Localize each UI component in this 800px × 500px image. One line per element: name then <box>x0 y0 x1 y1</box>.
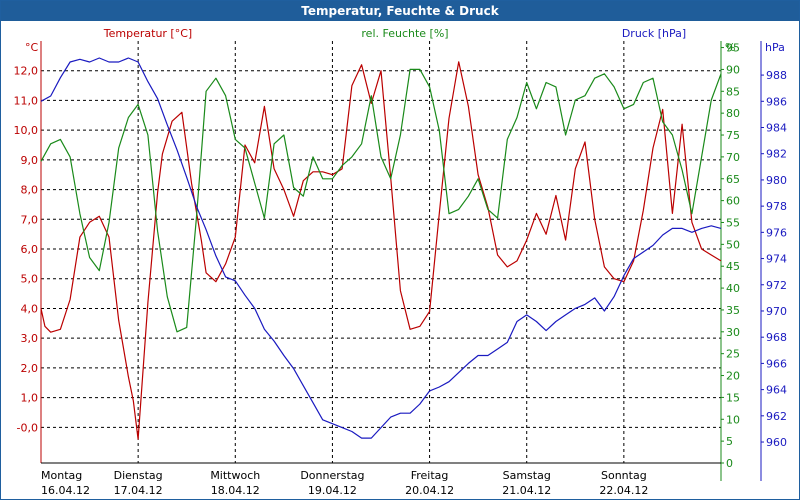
humidity-tick-label: 85 <box>726 85 740 98</box>
x-tick-date-label: 20.04.12 <box>405 484 454 497</box>
temperature-tick-label: 1,0 <box>21 392 39 405</box>
pressure-tick-label: 978 <box>766 200 787 213</box>
pressure-tick-label: 968 <box>766 331 787 344</box>
humidity-tick-label: 10 <box>726 413 740 426</box>
pressure-tick-label: 964 <box>766 384 787 397</box>
pressure-tick-label: 976 <box>766 226 787 239</box>
series-line-temperature <box>40 61 722 440</box>
temperature-tick-label: 7,0 <box>21 213 39 226</box>
data-series <box>40 57 722 440</box>
temperature-tick-label: 4,0 <box>21 302 39 315</box>
humidity-tick-label: 50 <box>726 238 740 251</box>
tick-labels: -0,0 1,0 2,0 3,0 4,0 5,0 6,0 7,0 8,0 9,0 10,0 11,0 1… <box>14 42 788 497</box>
x-tick-day-label: Mittwoch <box>210 469 260 482</box>
x-tick-day-label: Donnerstag <box>300 469 364 482</box>
x-tick-date-label: 19.04.12 <box>308 484 357 497</box>
pressure-tick-label: 974 <box>766 253 787 266</box>
pressure-tick-label: 988 <box>766 69 787 82</box>
temperature-tick-label: 10,0 <box>14 124 39 137</box>
humidity-tick-label: 75 <box>726 129 740 142</box>
pressure-tick-label: 970 <box>766 305 787 318</box>
temperature-tick-label: 5,0 <box>21 273 39 286</box>
temperature-tick-label: 2,0 <box>21 362 39 375</box>
temperature-tick-label: 9,0 <box>21 154 39 167</box>
temperature-tick-label: 3,0 <box>21 332 39 345</box>
series-line-pressure <box>40 57 722 439</box>
grid-lines <box>41 41 721 463</box>
humidity-tick-label: 55 <box>726 216 740 229</box>
pressure-axis-label: Druck [hPa] <box>622 27 686 40</box>
x-tick-day-label: Samstag <box>503 469 551 482</box>
humidity-tick-label: 95 <box>726 42 740 55</box>
humidity-tick-label: 80 <box>726 107 740 120</box>
pressure-tick-label: 960 <box>766 436 787 449</box>
humidity-tick-label: 60 <box>726 195 740 208</box>
humidity-tick-label: 65 <box>726 173 740 186</box>
temperature-tick-label: 11,0 <box>14 94 39 107</box>
x-tick-date-label: 18.04.12 <box>211 484 260 497</box>
x-tick-date-label: 16.04.12 <box>41 484 90 497</box>
humidity-tick-label: 45 <box>726 260 740 273</box>
humidity-tick-label: 35 <box>726 304 740 317</box>
humidity-tick-label: 30 <box>726 326 740 339</box>
series-line-humidity <box>40 68 722 333</box>
x-tick-day-label: Freitag <box>411 469 449 482</box>
temperature-tick-label: 6,0 <box>21 243 39 256</box>
temperature-tick-label: -0,0 <box>17 421 38 434</box>
temperature-axis-label: Temperatur [°C] <box>103 27 192 40</box>
x-tick-date-label: 22.04.12 <box>599 484 648 497</box>
temperature-unit-label: °C <box>25 41 39 54</box>
humidity-unit-label: % <box>725 41 735 54</box>
pressure-unit-label: hPa <box>765 41 785 54</box>
chart-canvas: Temperatur [°C] rel. Feuchte [%] Druck [… <box>14 27 788 497</box>
pressure-tick-label: 980 <box>766 174 787 187</box>
pressure-tick-label: 986 <box>766 95 787 108</box>
pressure-tick-label: 966 <box>766 357 787 370</box>
humidity-tick-label: 5 <box>726 435 733 448</box>
x-tick-day-label: Dienstag <box>114 469 163 482</box>
x-tick-date-label: 17.04.12 <box>114 484 163 497</box>
x-tick-day-label: Montag <box>41 469 82 482</box>
temperature-tick-label: 8,0 <box>21 184 39 197</box>
chart-title: Temperatur, Feuchte & Druck <box>1 1 799 21</box>
x-tick-day-label: Sonntag <box>601 469 647 482</box>
humidity-axis-label: rel. Feuchte [%] <box>361 27 448 40</box>
x-tick-date-label: 21.04.12 <box>502 484 551 497</box>
humidity-tick-label: 40 <box>726 282 740 295</box>
pressure-tick-label: 962 <box>766 410 787 423</box>
pressure-tick-label: 984 <box>766 121 787 134</box>
humidity-tick-label: 15 <box>726 391 740 404</box>
humidity-tick-label: 20 <box>726 370 740 383</box>
axis-lines <box>40 41 762 481</box>
pressure-tick-label: 982 <box>766 148 787 161</box>
temperature-tick-label: 12,0 <box>14 65 39 78</box>
pressure-tick-label: 972 <box>766 279 787 292</box>
humidity-tick-label: 90 <box>726 63 740 76</box>
humidity-tick-label: 70 <box>726 151 740 164</box>
humidity-tick-label: 25 <box>726 348 740 361</box>
humidity-tick-label: 0 <box>726 457 733 470</box>
